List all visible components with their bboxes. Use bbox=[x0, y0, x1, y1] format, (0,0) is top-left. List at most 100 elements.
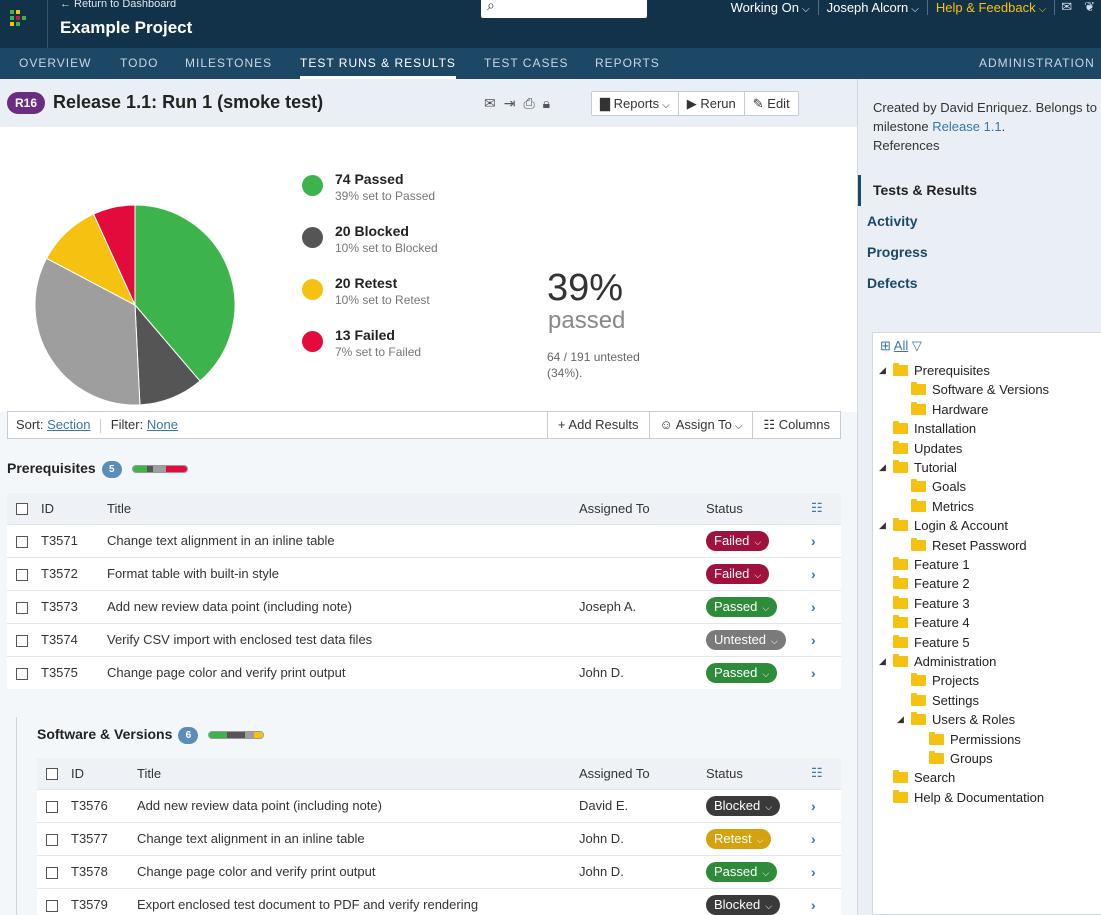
sidebar-item-tests-results[interactable]: Tests & Results bbox=[858, 175, 1101, 206]
test-id[interactable]: T3571 bbox=[33, 523, 107, 557]
tab-todo[interactable]: TODO bbox=[120, 56, 159, 70]
test-id[interactable]: T3572 bbox=[33, 556, 107, 590]
table-row[interactable]: T3578 Change page color and verify print … bbox=[37, 854, 841, 888]
row-checkbox[interactable] bbox=[46, 833, 58, 846]
expand-collapse-icon[interactable]: ◢ bbox=[879, 365, 886, 375]
table-row[interactable]: T3579 Export enclosed test document to PD… bbox=[37, 887, 841, 915]
lock-icon[interactable]: 🔒︎ bbox=[542, 95, 551, 111]
add-results-button[interactable]: + Add Results bbox=[546, 412, 649, 438]
tree-node[interactable]: Help & Documentation bbox=[893, 788, 1044, 807]
search-input[interactable]: ⌕ bbox=[481, 0, 647, 18]
status-dropdown[interactable]: Failed ⌵ bbox=[706, 563, 770, 584]
export-icon[interactable]: ⇥ bbox=[503, 95, 516, 111]
expand-collapse-icon[interactable]: ◢ bbox=[879, 520, 886, 531]
table-row[interactable]: T3572 Format table with built-in style Fai… bbox=[7, 556, 841, 590]
status-dropdown[interactable]: Untested ⌵ bbox=[706, 629, 786, 650]
test-title-link[interactable]: Change text alignment in an inline table bbox=[107, 523, 579, 557]
tree-node[interactable]: Updates bbox=[893, 439, 962, 458]
return-to-dashboard-link[interactable]: ← Return to Dashboard bbox=[60, 0, 177, 10]
tree-node[interactable]: Tutorial bbox=[893, 458, 957, 477]
tab-test-cases[interactable]: TEST CASES bbox=[484, 56, 569, 70]
column-header-status[interactable]: Status bbox=[706, 758, 811, 789]
test-title-link[interactable]: Change text alignment in an inline table bbox=[137, 821, 579, 855]
table-row[interactable]: T3575 Change page color and verify print … bbox=[7, 655, 841, 689]
tree-node[interactable]: Prerequisites bbox=[893, 361, 990, 380]
expand-collapse-icon[interactable]: ◢ bbox=[897, 714, 904, 725]
test-id[interactable]: T3576 bbox=[63, 788, 137, 822]
chevron-right-icon[interactable]: › bbox=[811, 631, 816, 648]
mark-complete-icon[interactable]: ✉ bbox=[484, 95, 496, 111]
status-dropdown[interactable]: Passed ⌵ bbox=[706, 861, 778, 882]
column-settings-icon[interactable]: ☷ bbox=[811, 500, 823, 516]
test-id[interactable]: T3577 bbox=[63, 821, 137, 855]
tree-node[interactable]: Goals bbox=[911, 477, 966, 496]
chevron-right-icon[interactable]: › bbox=[811, 664, 816, 681]
expand-collapse-icon[interactable]: ◢ bbox=[879, 656, 886, 666]
edit-button[interactable]: ✎ Edit bbox=[745, 92, 798, 115]
tree-node[interactable]: Feature 1 bbox=[893, 555, 970, 574]
status-dropdown[interactable]: Passed ⌵ bbox=[706, 596, 778, 617]
test-title-link[interactable]: Change page color and verify print outpu… bbox=[137, 854, 579, 888]
user-menu-dropdown[interactable]: Joseph Alcorn ⌵ bbox=[819, 0, 928, 15]
chevron-right-icon[interactable]: › bbox=[811, 863, 816, 880]
row-checkbox[interactable] bbox=[16, 667, 28, 680]
help-feedback-dropdown[interactable]: Help & Feedback ⌵ bbox=[928, 0, 1056, 15]
tab-overview[interactable]: OVERVIEW bbox=[19, 56, 92, 70]
row-checkbox[interactable] bbox=[16, 601, 28, 614]
test-id[interactable]: T3573 bbox=[33, 589, 107, 623]
test-title-link[interactable]: Format table with built-in style bbox=[107, 556, 579, 590]
sort-link[interactable]: Section bbox=[47, 417, 91, 432]
test-title-link[interactable]: Verify CSV import with enclosed test dat… bbox=[107, 622, 579, 656]
column-header-assigned[interactable]: Assigned To bbox=[579, 493, 706, 524]
tree-node[interactable]: Installation bbox=[893, 419, 976, 438]
select-all-checkbox[interactable] bbox=[46, 768, 58, 781]
tab-administration[interactable]: ADMINISTRATION bbox=[979, 56, 1095, 70]
tree-node[interactable]: Feature 3 bbox=[893, 594, 970, 613]
column-header-id[interactable]: ID bbox=[33, 493, 107, 524]
chevron-right-icon[interactable]: › bbox=[811, 565, 816, 582]
status-dropdown[interactable]: Retest ⌵ bbox=[706, 828, 772, 849]
chevron-right-icon[interactable]: › bbox=[811, 896, 816, 913]
project-name[interactable]: Example Project bbox=[60, 18, 193, 37]
tab-milestones[interactable]: MILESTONES bbox=[185, 56, 273, 70]
tab-test-runs-results[interactable]: TEST RUNS & RESULTS bbox=[300, 48, 456, 79]
test-id[interactable]: T3579 bbox=[63, 887, 137, 915]
test-id[interactable]: T3575 bbox=[33, 655, 107, 689]
chevron-right-icon[interactable]: › bbox=[811, 532, 816, 549]
app-logo-icon[interactable] bbox=[10, 10, 32, 32]
column-header-status[interactable]: Status bbox=[706, 493, 811, 524]
tree-node[interactable]: Reset Password bbox=[911, 536, 1027, 555]
column-header-id[interactable]: ID bbox=[63, 758, 137, 789]
tree-node[interactable]: Feature 4 bbox=[893, 613, 970, 632]
tree-node[interactable]: Users & Roles bbox=[911, 710, 1015, 729]
column-settings-icon[interactable]: ☷ bbox=[811, 765, 823, 781]
print-icon[interactable]: ⎙ bbox=[523, 95, 535, 111]
column-header-title[interactable]: Title bbox=[137, 758, 579, 789]
reports-button[interactable]: ▇ Reports ⌵ bbox=[592, 92, 679, 115]
table-row[interactable]: T3573 Add new review data point (includin… bbox=[7, 589, 841, 623]
filter-link[interactable]: None bbox=[146, 417, 178, 432]
test-title-link[interactable]: Change page color and verify print outpu… bbox=[107, 655, 579, 689]
mail-icon[interactable]: ✉ bbox=[1061, 0, 1073, 14]
table-row[interactable]: T3577 Change text alignment in an inline … bbox=[37, 821, 841, 855]
test-id[interactable]: T3574 bbox=[33, 622, 107, 656]
twitter-icon[interactable]: ❦ bbox=[1084, 0, 1095, 14]
test-id[interactable]: T3578 bbox=[63, 854, 137, 888]
status-dropdown[interactable]: Blocked ⌵ bbox=[706, 894, 781, 915]
status-dropdown[interactable]: Blocked ⌵ bbox=[706, 795, 781, 816]
tree-node[interactable]: Permissions bbox=[929, 730, 1021, 749]
row-checkbox[interactable] bbox=[16, 634, 28, 647]
section-title-software-versions[interactable]: Software & Versions 6 bbox=[37, 726, 265, 744]
chevron-right-icon[interactable]: › bbox=[811, 830, 816, 847]
row-checkbox[interactable] bbox=[16, 535, 28, 548]
column-header-assigned[interactable]: Assigned To bbox=[579, 758, 706, 789]
tree-node[interactable]: Feature 5 bbox=[893, 633, 970, 652]
row-checkbox[interactable] bbox=[16, 568, 28, 581]
tree-filter-all[interactable]: ⊞ All ▽ bbox=[880, 338, 922, 354]
tree-node[interactable]: Feature 2 bbox=[893, 574, 970, 593]
columns-button[interactable]: ☷ Columns bbox=[752, 412, 840, 438]
tree-node[interactable]: Metrics bbox=[911, 497, 974, 516]
test-title-link[interactable]: Add new review data point (including not… bbox=[107, 589, 579, 623]
tree-node[interactable]: Groups bbox=[929, 749, 993, 768]
status-dropdown[interactable]: Passed ⌵ bbox=[706, 662, 778, 683]
